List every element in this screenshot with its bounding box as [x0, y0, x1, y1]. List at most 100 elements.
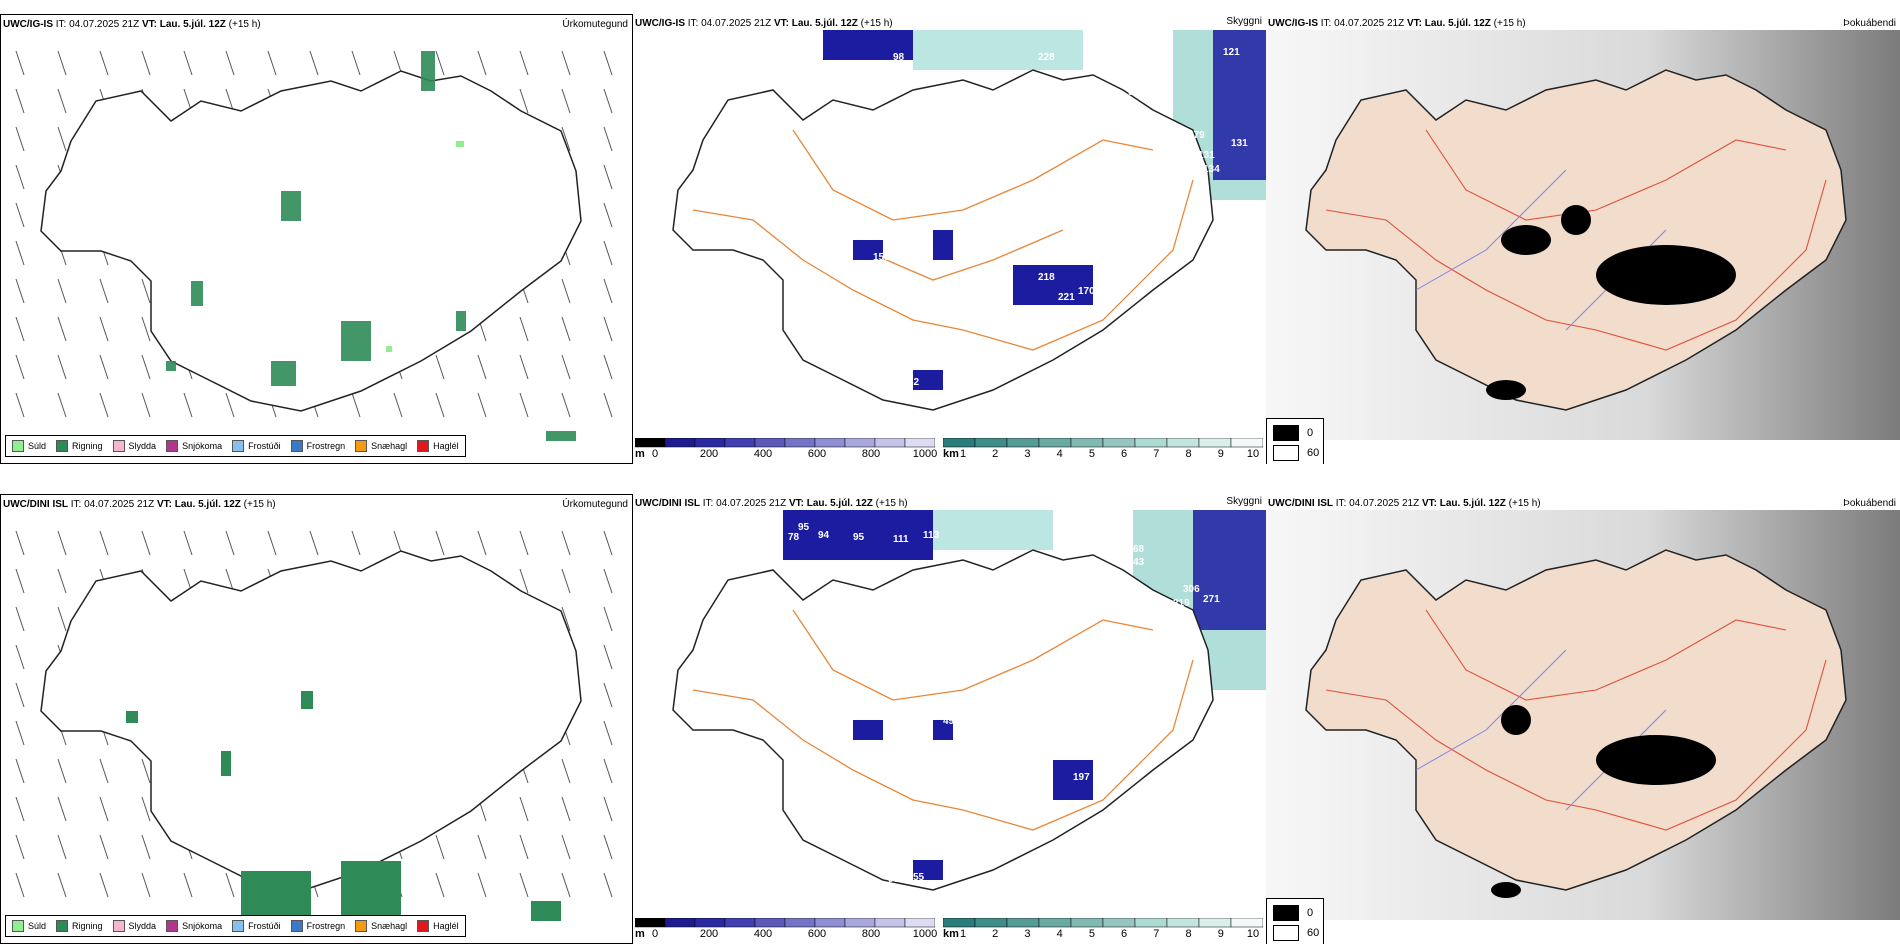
wind-barb [15, 758, 25, 784]
wind-barb [603, 88, 613, 114]
wind-barb [561, 758, 571, 784]
wind-barb [603, 392, 613, 418]
wind-barb [603, 644, 613, 670]
wind-barb [183, 530, 193, 556]
visibility-colorbar-ramp [942, 437, 1264, 448]
wind-barb [57, 316, 67, 342]
colorbar-tick: 4 [1056, 928, 1063, 940]
wind-barb [603, 164, 613, 190]
precip-legend-item: Snjókoma [166, 440, 222, 452]
panel-title: Skyggni [1226, 496, 1262, 507]
colorbar-tick: 5 [1088, 448, 1095, 460]
legend-swatch [56, 440, 69, 452]
wind-barb [561, 834, 571, 860]
legend-label: Snjókoma [182, 921, 223, 931]
cloud-value-label: 55 [913, 872, 925, 883]
wind-barb [435, 354, 445, 380]
fog-legend-swatch [1273, 925, 1299, 941]
wind-barb [435, 834, 445, 860]
colorbar-tick: 7 [1153, 448, 1160, 460]
colorbar-segment [784, 917, 816, 928]
wind-barb [225, 872, 235, 898]
fog-legend-label: 0 [1307, 427, 1314, 439]
wind-barb [603, 758, 613, 784]
wind-barb [267, 530, 277, 556]
colorbar-tick: 5 [1088, 928, 1095, 940]
wind-barb [603, 50, 613, 76]
visibility-colorbar-ramp [942, 917, 1264, 928]
wind-barb [57, 88, 67, 114]
wind-barb [141, 354, 151, 380]
colorbar-tick: 9 [1217, 928, 1224, 940]
cloud-value-label: 111 [893, 534, 909, 545]
colorbar-segment [634, 437, 666, 448]
colorbar-segment [1230, 917, 1264, 928]
legend-label: Slydda [128, 441, 157, 451]
wind-barb [99, 316, 109, 342]
cloud-value-label: 271 [1203, 594, 1220, 605]
wind-barb [435, 392, 445, 418]
wind-barb [351, 530, 361, 556]
ceiling-colorbar-ramp [634, 917, 936, 928]
wind-barb [57, 392, 67, 418]
wind-barb [141, 50, 151, 76]
legend-swatch [417, 440, 430, 452]
wind-barb [603, 834, 613, 860]
fog-map [1266, 510, 1900, 920]
fog-patches [1486, 205, 1736, 400]
wind-barb [519, 88, 529, 114]
wind-barb [435, 872, 445, 898]
fog-legend-swatch [1273, 905, 1299, 921]
colorbar-segment [1006, 437, 1040, 448]
precip-legend-item: Rigning [56, 920, 103, 932]
colorbar-segment [724, 917, 756, 928]
precip-legend-item: Frostregn [290, 920, 345, 932]
colorbar-segment [664, 917, 696, 928]
legend-swatch [232, 440, 245, 452]
wind-barb [603, 316, 613, 342]
wind-barb [15, 354, 25, 380]
wind-barb [15, 392, 25, 418]
iceland-outline [40, 550, 582, 892]
panel-header: UWC/DINI ISL IT: 04.07.2025 21Z VT: Lau.… [3, 499, 276, 510]
legend-label: Rigning [72, 921, 103, 931]
wind-barb [141, 392, 151, 418]
wind-barb [99, 354, 109, 380]
fog-legend: 0 60 [1266, 898, 1324, 944]
fog-legend-row: 0 [1273, 425, 1313, 441]
colorbar-segment [942, 917, 976, 928]
wind-barb [603, 530, 613, 556]
wind-barb [15, 88, 25, 114]
cloud-value-label: 95 [1128, 87, 1140, 98]
wind-barb [225, 530, 235, 556]
wind-barb [561, 392, 571, 418]
precip-legend-item: Slydda [112, 440, 157, 452]
wind-barb [15, 682, 25, 708]
legend-label: Slydda [128, 921, 157, 931]
colorbar-tick: 0 [651, 928, 659, 940]
wind-barb [15, 316, 25, 342]
colorbar-tick: 400 [753, 448, 773, 460]
precip-map [15, 530, 613, 921]
colorbar-tick: 2 [992, 928, 999, 940]
wind-barb [519, 354, 529, 380]
wind-barb [57, 126, 67, 152]
wind-barb [225, 50, 235, 76]
colorbar-segment [694, 437, 726, 448]
colorbar-segment [1198, 437, 1232, 448]
legend-swatch [56, 920, 69, 932]
wind-barb [519, 872, 529, 898]
colorbar-segment [754, 437, 786, 448]
wind-barb [15, 834, 25, 860]
precip-legend: Súld Rigning Slydda Snjókoma Frostúði Frostre… [5, 915, 466, 937]
colorbar-tick: 3 [1024, 928, 1031, 940]
precip-legend-item: Súld [12, 920, 46, 932]
wind-barb [15, 872, 25, 898]
colorbar-segment [874, 917, 906, 928]
legend-label: Súld [28, 441, 47, 451]
wind-barb [603, 278, 613, 304]
wind-barb [561, 606, 571, 632]
colorbar-segment [1166, 917, 1200, 928]
